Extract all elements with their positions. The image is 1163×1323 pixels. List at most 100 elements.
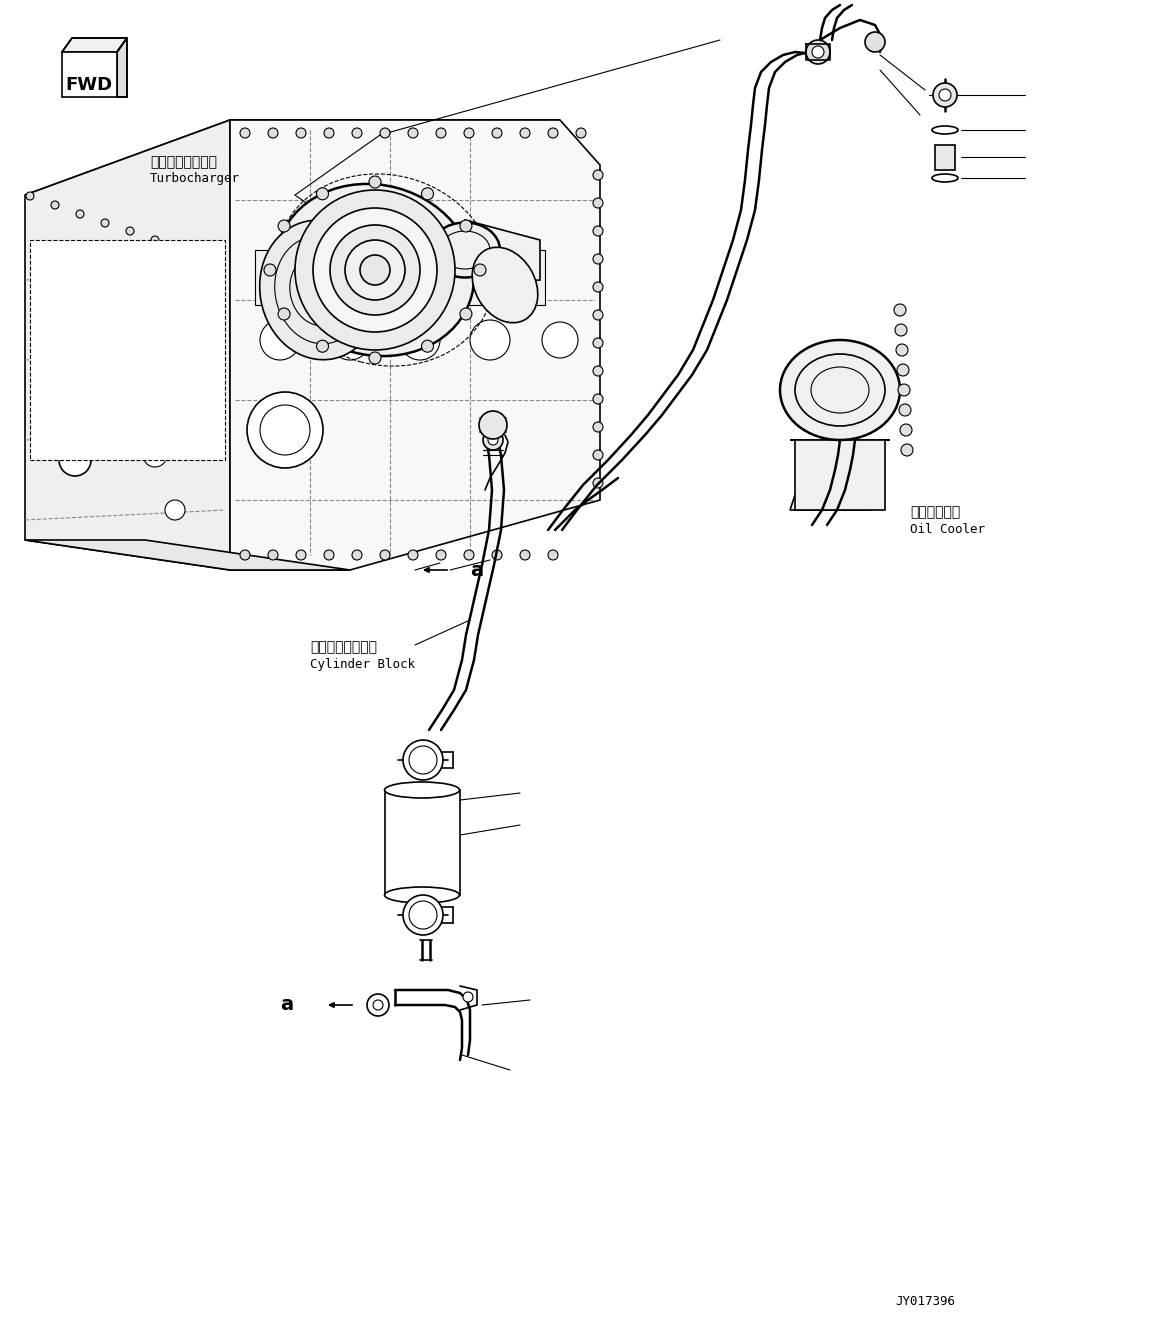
Circle shape xyxy=(475,265,486,277)
Circle shape xyxy=(593,478,602,488)
Ellipse shape xyxy=(472,247,537,323)
Circle shape xyxy=(345,239,405,300)
Circle shape xyxy=(143,443,167,467)
Circle shape xyxy=(361,255,390,284)
Circle shape xyxy=(240,128,250,138)
Circle shape xyxy=(436,128,445,138)
Circle shape xyxy=(593,254,602,265)
Text: a: a xyxy=(280,995,293,1015)
Circle shape xyxy=(408,128,418,138)
Circle shape xyxy=(898,384,909,396)
Circle shape xyxy=(464,128,475,138)
Ellipse shape xyxy=(932,126,958,134)
Circle shape xyxy=(593,282,602,292)
Polygon shape xyxy=(790,441,890,509)
Circle shape xyxy=(812,46,825,58)
Circle shape xyxy=(267,128,278,138)
Circle shape xyxy=(278,308,290,320)
Polygon shape xyxy=(230,120,600,570)
Circle shape xyxy=(330,225,420,315)
Bar xyxy=(935,146,955,169)
Circle shape xyxy=(59,445,91,476)
Circle shape xyxy=(324,128,334,138)
Polygon shape xyxy=(24,540,350,570)
Circle shape xyxy=(316,188,328,200)
Ellipse shape xyxy=(932,175,958,183)
Circle shape xyxy=(593,422,602,433)
Text: Oil Cooler: Oil Cooler xyxy=(909,523,985,536)
Circle shape xyxy=(408,550,418,560)
Polygon shape xyxy=(465,220,540,284)
Text: シリンダブロック: シリンダブロック xyxy=(311,640,377,654)
Circle shape xyxy=(593,226,602,235)
Text: Cylinder Block: Cylinder Block xyxy=(311,658,415,671)
Polygon shape xyxy=(117,38,127,97)
Ellipse shape xyxy=(276,184,475,356)
Circle shape xyxy=(63,328,147,411)
Circle shape xyxy=(933,83,957,107)
Circle shape xyxy=(409,901,437,929)
Circle shape xyxy=(76,210,84,218)
Ellipse shape xyxy=(385,886,459,904)
Circle shape xyxy=(421,340,434,352)
Circle shape xyxy=(459,308,472,320)
Circle shape xyxy=(297,128,306,138)
Circle shape xyxy=(373,1000,383,1009)
Circle shape xyxy=(492,128,502,138)
Circle shape xyxy=(900,423,912,437)
Polygon shape xyxy=(62,38,127,52)
Circle shape xyxy=(352,550,362,560)
Circle shape xyxy=(479,411,507,439)
Circle shape xyxy=(593,366,602,376)
Circle shape xyxy=(330,320,370,360)
Circle shape xyxy=(380,128,390,138)
Circle shape xyxy=(404,740,443,781)
Circle shape xyxy=(593,198,602,208)
Circle shape xyxy=(520,550,530,560)
Circle shape xyxy=(576,128,586,138)
Bar xyxy=(255,250,345,306)
Circle shape xyxy=(470,320,511,360)
Circle shape xyxy=(26,192,34,200)
Ellipse shape xyxy=(259,221,380,360)
Circle shape xyxy=(59,269,91,302)
Circle shape xyxy=(264,265,276,277)
Circle shape xyxy=(548,550,558,560)
Circle shape xyxy=(369,352,381,364)
Circle shape xyxy=(352,128,362,138)
Circle shape xyxy=(295,191,455,351)
Circle shape xyxy=(313,208,437,332)
Circle shape xyxy=(483,430,504,450)
Circle shape xyxy=(324,550,334,560)
Circle shape xyxy=(240,550,250,560)
Circle shape xyxy=(488,435,498,445)
Circle shape xyxy=(897,364,909,376)
Circle shape xyxy=(901,445,913,456)
Circle shape xyxy=(896,344,908,356)
Circle shape xyxy=(400,320,440,360)
Ellipse shape xyxy=(780,340,900,441)
Circle shape xyxy=(896,324,907,336)
Circle shape xyxy=(463,992,473,1002)
Circle shape xyxy=(459,220,472,232)
Circle shape xyxy=(165,500,185,520)
Circle shape xyxy=(74,340,135,400)
Circle shape xyxy=(939,89,951,101)
Ellipse shape xyxy=(430,222,500,278)
Polygon shape xyxy=(62,52,117,97)
Circle shape xyxy=(894,304,906,316)
Text: オイルクーラ: オイルクーラ xyxy=(909,505,961,519)
Bar xyxy=(30,239,224,460)
Circle shape xyxy=(865,32,885,52)
Polygon shape xyxy=(24,120,230,570)
Circle shape xyxy=(101,220,109,228)
Text: JY017396: JY017396 xyxy=(896,1295,955,1308)
Circle shape xyxy=(316,340,328,352)
Circle shape xyxy=(899,404,911,415)
Circle shape xyxy=(436,550,445,560)
Text: FWD: FWD xyxy=(65,75,113,94)
Circle shape xyxy=(151,235,159,243)
Bar xyxy=(455,250,545,306)
Circle shape xyxy=(593,169,602,180)
Circle shape xyxy=(421,188,434,200)
